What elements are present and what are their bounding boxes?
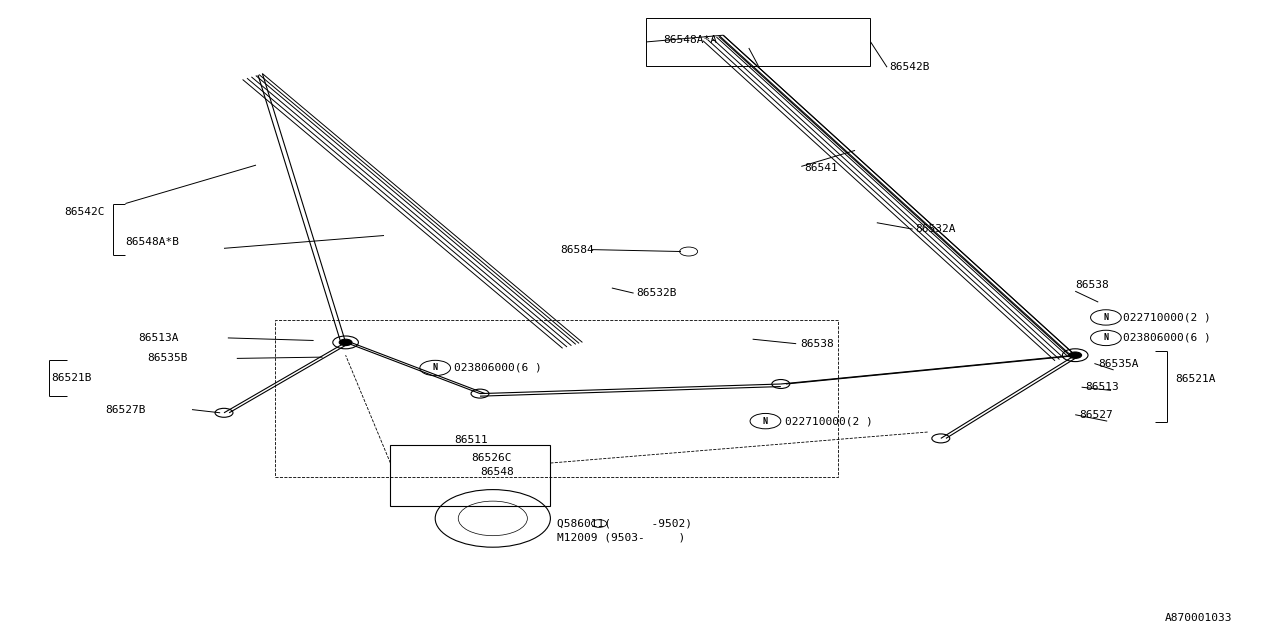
- Text: 86521A: 86521A: [1175, 374, 1216, 384]
- Circle shape: [1091, 330, 1121, 346]
- Circle shape: [591, 520, 607, 527]
- Text: 86548A*B: 86548A*B: [125, 237, 179, 247]
- Circle shape: [1062, 349, 1088, 362]
- Text: N: N: [1103, 313, 1108, 322]
- Bar: [646, 18, 870, 66]
- Text: 86542B: 86542B: [890, 62, 931, 72]
- Text: 86538: 86538: [1075, 280, 1108, 290]
- Text: 86513A: 86513A: [138, 333, 179, 343]
- Text: 023806000(6 ): 023806000(6 ): [454, 363, 543, 373]
- Text: 86548A*A: 86548A*A: [663, 35, 717, 45]
- Text: 86535A: 86535A: [1098, 358, 1139, 369]
- Text: 86511: 86511: [454, 435, 488, 445]
- Text: 86535B: 86535B: [147, 353, 188, 364]
- Circle shape: [772, 380, 790, 388]
- Circle shape: [750, 413, 781, 429]
- Text: 86548: 86548: [480, 467, 513, 477]
- Text: 022710000(2 ): 022710000(2 ): [1123, 312, 1211, 323]
- Text: A870001033: A870001033: [1165, 612, 1233, 623]
- Circle shape: [420, 360, 451, 376]
- Text: 86527B: 86527B: [105, 404, 146, 415]
- Circle shape: [1069, 352, 1082, 358]
- Text: 86527: 86527: [1079, 410, 1112, 420]
- Bar: [390, 445, 550, 506]
- Text: 86532A: 86532A: [915, 224, 956, 234]
- Text: 022710000(2 ): 022710000(2 ): [785, 416, 873, 426]
- Text: 86541: 86541: [804, 163, 837, 173]
- Circle shape: [471, 389, 489, 398]
- Text: Q586011(      -9502): Q586011( -9502): [557, 518, 691, 529]
- Text: 023806000(6 ): 023806000(6 ): [1123, 333, 1211, 343]
- Text: N: N: [763, 417, 768, 426]
- Circle shape: [1091, 310, 1121, 325]
- Text: 86513: 86513: [1085, 382, 1119, 392]
- Circle shape: [333, 336, 358, 349]
- Text: 86532B: 86532B: [636, 288, 677, 298]
- Text: 86542C: 86542C: [64, 207, 105, 218]
- Circle shape: [215, 408, 233, 417]
- Bar: [275, 320, 838, 477]
- Text: 86538: 86538: [800, 339, 833, 349]
- Text: 86521B: 86521B: [51, 372, 92, 383]
- Text: N: N: [1103, 333, 1108, 342]
- Text: 86584: 86584: [561, 244, 594, 255]
- Circle shape: [932, 434, 950, 443]
- Text: 86526C: 86526C: [471, 452, 512, 463]
- Text: M12009 (9503-     ): M12009 (9503- ): [557, 532, 685, 543]
- Circle shape: [339, 339, 352, 346]
- Text: N: N: [433, 364, 438, 372]
